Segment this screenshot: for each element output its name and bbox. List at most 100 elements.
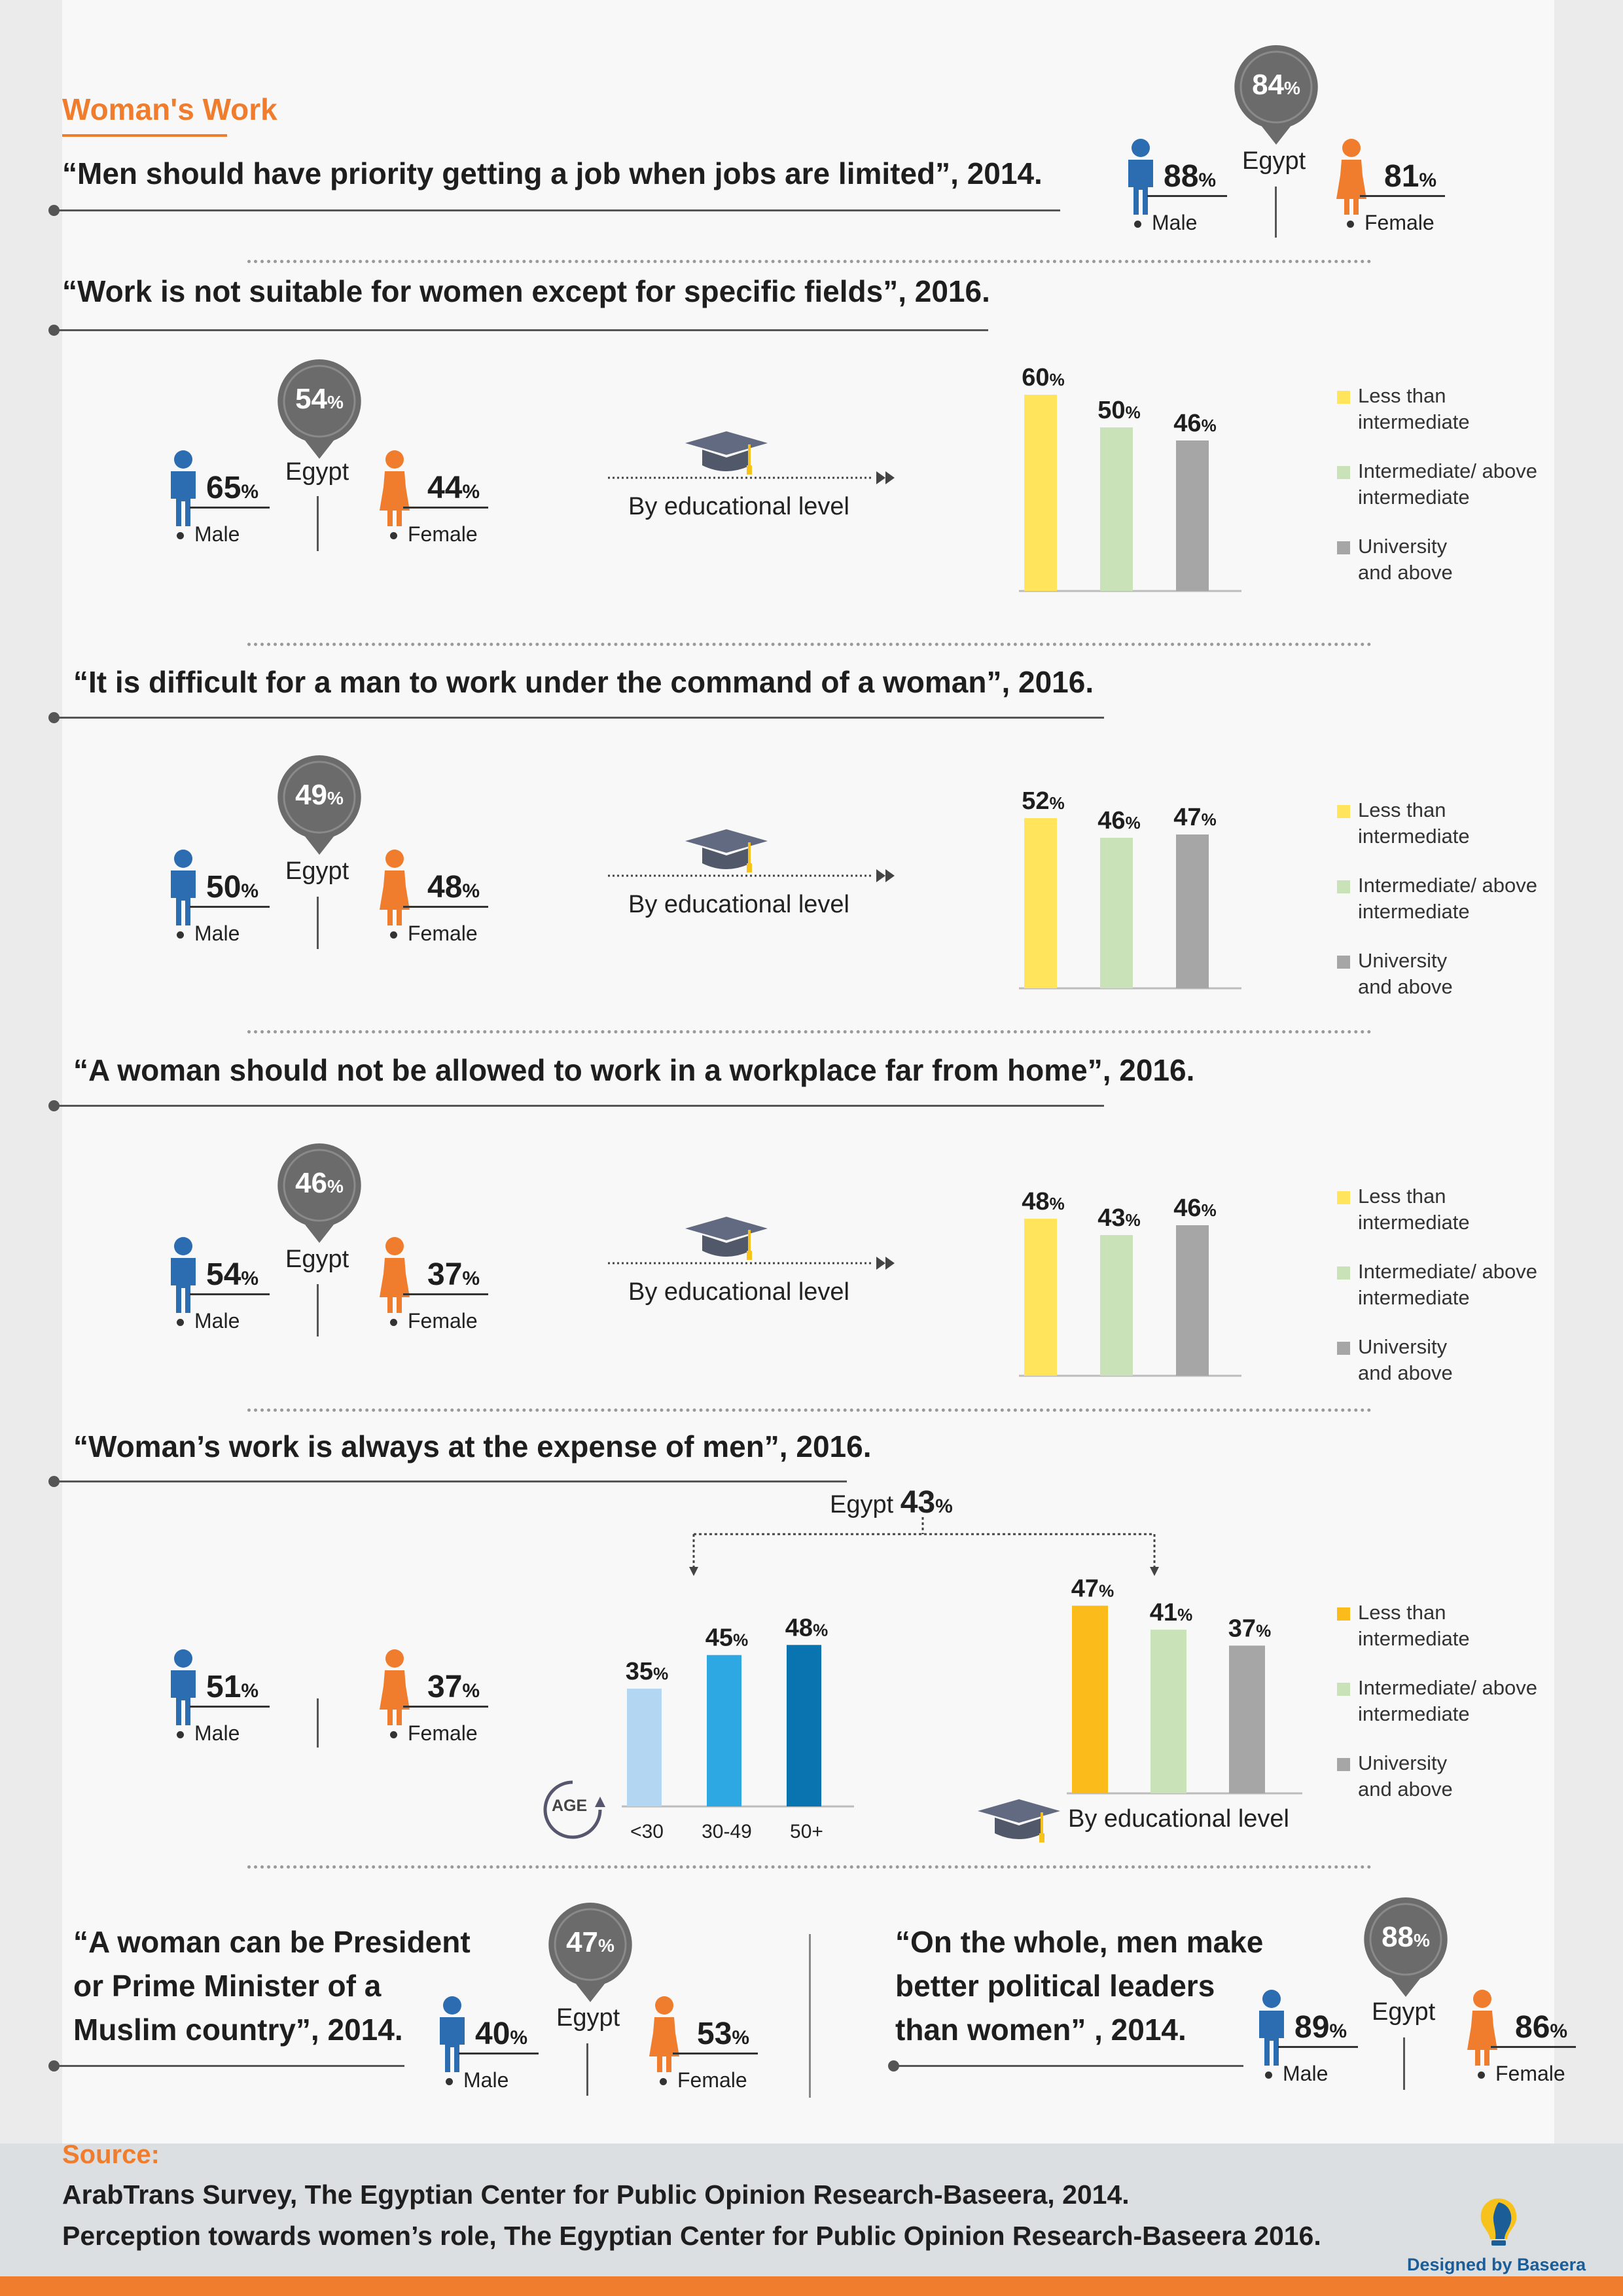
- female-person-icon: [380, 850, 410, 925]
- percent-unit: %: [510, 2027, 528, 2049]
- egypt-value-number: 49: [295, 779, 328, 811]
- egypt-label-2: Egypt: [285, 458, 349, 486]
- quote-1-underline: [48, 205, 1060, 216]
- bar: [1150, 1629, 1186, 1793]
- bar: [1100, 1235, 1133, 1376]
- male-label-6: Male: [446, 2068, 508, 2092]
- legend-label-line1: Less than: [1358, 1601, 1446, 1624]
- egypt-value-3: 49%: [275, 779, 364, 812]
- egypt-pin-icon: [277, 755, 361, 855]
- female-person-icon: [1467, 1990, 1497, 2066]
- egypt-label-4: Egypt: [285, 1246, 349, 1273]
- male-value-underline: [190, 906, 270, 908]
- quote-1: “Men should have priority getting a job …: [62, 156, 1043, 190]
- female-label-text: Female: [408, 1309, 478, 1333]
- bar: [1072, 1605, 1108, 1793]
- percent-unit: %: [241, 1268, 259, 1289]
- quote-5-underline: [48, 1476, 847, 1487]
- female-value-underline: [1491, 2046, 1576, 2048]
- egypt-stem: [1403, 2037, 1405, 2090]
- quote-4-underline: [48, 1100, 1104, 1111]
- male-value-3: 50%: [206, 869, 259, 905]
- legend-swatch: [1337, 880, 1350, 893]
- bar: [787, 1645, 821, 1806]
- female-label-text: Female: [408, 522, 478, 546]
- male-label-text: Male: [194, 1721, 240, 1745]
- egypt-pin-icon: [277, 359, 361, 459]
- section-separator: [247, 1030, 1372, 1033]
- male-person-icon: [171, 1649, 196, 1725]
- bar: [1024, 818, 1057, 988]
- egypt-value-2: 54%: [275, 383, 364, 416]
- egypt-stem: [586, 2043, 588, 2096]
- female-value-2: 44%: [427, 470, 480, 506]
- percent-unit: %: [1414, 1930, 1430, 1950]
- legend-label-line1: Intermediate/ above: [1358, 1676, 1538, 1699]
- percent-unit: %: [732, 2027, 750, 2049]
- legend-label-line2: and above: [1358, 975, 1453, 998]
- egypt-pin-icon: [277, 1143, 361, 1243]
- legend-swatch: [1337, 805, 1350, 818]
- male-label-1: Male: [1134, 211, 1197, 235]
- legend-swatch: [1337, 541, 1350, 554]
- percent-unit: %: [598, 1935, 615, 1956]
- female-label-text: Female: [1495, 2062, 1565, 2085]
- bar-value-label: 46%: [1173, 1194, 1216, 1222]
- female-label-text: Female: [408, 1721, 478, 1745]
- bar: [1100, 427, 1133, 591]
- male-person-icon: [171, 1237, 196, 1313]
- source-line-2: Perception towards women’s role, The Egy…: [62, 2221, 1321, 2251]
- bar: [1024, 395, 1057, 591]
- quote-6-line1: “A woman can be President: [73, 1925, 471, 1959]
- female-value-number: 86: [1515, 2010, 1550, 2045]
- column-divider: [809, 1934, 811, 2098]
- male-value-7: 89%: [1294, 2009, 1347, 2045]
- percent-unit: %: [1284, 78, 1300, 98]
- legend-swatch: [1337, 391, 1350, 404]
- male-label-5: Male: [177, 1721, 240, 1746]
- edu-arrow-icon: [608, 869, 895, 882]
- male-label-3: Male: [177, 922, 240, 946]
- edu-level-label-3: By educational level: [628, 891, 849, 918]
- bar-value-label: 52%: [1022, 787, 1064, 815]
- legend-swatch: [1337, 1342, 1350, 1355]
- bar-chart-4: 35% <30 45% 30-49 48% 50+: [622, 1614, 854, 1842]
- egypt-label-6: Egypt: [556, 2004, 620, 2032]
- legend-swatch: [1337, 1191, 1350, 1204]
- female-value-number: 44: [427, 471, 463, 505]
- female-value-underline: [403, 906, 488, 908]
- male-value-underline: [190, 1293, 270, 1295]
- male-label-text: Male: [1152, 211, 1198, 234]
- male-value-5: 51%: [206, 1669, 259, 1705]
- legend-label-line2: intermediate: [1358, 486, 1470, 509]
- quote-6-underline: [48, 2060, 404, 2072]
- egypt-value-number: 54: [295, 383, 328, 415]
- bar-value-label: 45%: [705, 1624, 748, 1652]
- edu-level-label-4: By educational level: [628, 1278, 849, 1306]
- egypt-total-5: Egypt 43%: [830, 1484, 953, 1520]
- egypt-stem: [317, 897, 319, 949]
- legend-label-line2: intermediate: [1358, 1211, 1470, 1234]
- female-value-3: 48%: [427, 869, 480, 905]
- legend-label-line1: Intermediate/ above: [1358, 459, 1538, 482]
- egypt-value-number: 47: [566, 1926, 599, 1958]
- legend-label-line1: Intermediate/ above: [1358, 874, 1538, 897]
- egypt-unit-5: %: [935, 1496, 953, 1517]
- egypt-value-7: 88%: [1361, 1921, 1450, 1954]
- quote-2: “Work is not suitable for women except f…: [62, 274, 990, 308]
- male-value-4: 54%: [206, 1257, 259, 1293]
- bar-value-label: 35%: [626, 1658, 668, 1685]
- female-person-icon: [649, 1996, 679, 2072]
- female-value-number: 37: [427, 1257, 463, 1292]
- egypt-stem: [317, 1698, 319, 1748]
- legend-item: Less than intermediate: [1337, 383, 1470, 435]
- female-value-number: 48: [427, 870, 463, 905]
- egypt-value-4: 46%: [275, 1167, 364, 1200]
- percent-unit: %: [462, 1680, 480, 1702]
- female-value-underline: [1360, 195, 1445, 197]
- bar-chart-3: 48% 43% 46%: [1019, 1188, 1241, 1377]
- legend-label-line2: intermediate: [1358, 410, 1470, 433]
- egypt-stem: [1275, 187, 1277, 238]
- egypt-value-number: 88: [1382, 1921, 1414, 1953]
- male-value-underline: [459, 2053, 539, 2054]
